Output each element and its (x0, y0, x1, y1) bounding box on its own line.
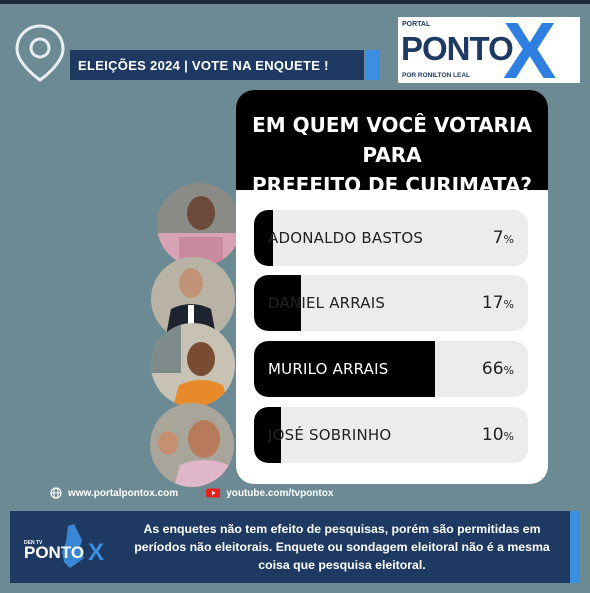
top-border (0, 0, 590, 4)
percent-sign: % (503, 364, 514, 377)
percent-value: 17 (481, 293, 504, 313)
poll-question: EM QUEM VOCÊ VOTARIA PARA PREFEITO DE CU… (236, 90, 548, 197)
poll-option-fill (254, 275, 301, 331)
poll-option-fill (254, 341, 435, 397)
footer-logo-x: X (88, 539, 104, 566)
poll-option-daniel-arrais[interactable]: DANIEL ARRAIS 17% (254, 275, 528, 331)
poll-question-line-2: PREFEITO DE CURIMATA? (251, 173, 533, 197)
poll-option-fill (254, 210, 274, 266)
poll-option-adonaldo-bastos[interactable]: ADONALDO BASTOS 7% (254, 210, 528, 266)
footer-logo-main: PONTO (24, 543, 84, 562)
candidate-photo-1 (157, 183, 241, 267)
poll-option-name: DANIEL ARRAIS (268, 294, 386, 312)
percent-sign: % (503, 430, 514, 443)
banner-accent (366, 50, 380, 80)
location-pin-icon (15, 24, 65, 82)
poll-option-name: JOSÉ SOBRINHO (268, 426, 392, 444)
globe-icon (50, 487, 62, 499)
poll-question-line-1: EM QUEM VOCÊ VOTARIA PARA (252, 113, 532, 167)
footer-logo-small: DEN TV (24, 540, 43, 546)
poll-card: EM QUEM VOCÊ VOTARIA PARA PREFEITO DE CU… (236, 90, 548, 484)
youtube-icon (206, 488, 221, 498)
percent-value: 66 (481, 359, 504, 379)
website-link[interactable]: www.portalpontox.com (68, 487, 179, 499)
logo-main-text: PONTO (401, 30, 514, 67)
social-links: www.portalpontox.com youtube.com/tvponto… (50, 485, 333, 501)
disclaimer-text: As enquetes não tem efeito de pesquisas,… (134, 522, 550, 572)
candidate-photo-3 (151, 323, 235, 407)
logo-portal-text: PORTAL (402, 21, 431, 28)
percent-value: 10 (481, 425, 504, 445)
disclaimer-footer (10, 511, 580, 583)
portal-logo: PORTAL X PONTO POR RONILTON LEAL (398, 17, 580, 83)
banner-text: ELEIÇÕES 2024 | VOTE NA ENQUETE ! (78, 57, 329, 73)
election-banner: ELEIÇÕES 2024 | VOTE NA ENQUETE ! (70, 50, 364, 80)
poll-option-jose-sobrinho[interactable]: JOSÉ SOBRINHO 10% (254, 407, 528, 463)
footer-accent (570, 511, 580, 583)
percent-sign: % (503, 298, 514, 311)
poll-option-percent: 10% (482, 407, 514, 463)
logo-subtitle: POR RONILTON LEAL (402, 72, 471, 79)
youtube-link[interactable]: youtube.com/tvpontox (226, 487, 334, 499)
map-silhouette-icon (62, 524, 84, 568)
poll-option-name: ADONALDO BASTOS (268, 229, 424, 247)
poll-option-percent: 66% (482, 341, 514, 397)
poll-option-name: MURILO ARRAIS (268, 360, 389, 378)
logo-x-mark: X (503, 17, 557, 83)
poll-option-percent: 7% (493, 210, 514, 266)
percent-value: 7 (492, 228, 504, 248)
poll-option-fill (254, 407, 282, 463)
percent-sign: % (503, 233, 514, 246)
footer-logo: DEN TV PONTO X (24, 524, 104, 568)
poll-option-percent: 17% (482, 275, 514, 331)
poll-option-murilo-arrais[interactable]: MURILO ARRAIS 66% (254, 341, 528, 397)
candidate-photo-4 (150, 403, 234, 487)
